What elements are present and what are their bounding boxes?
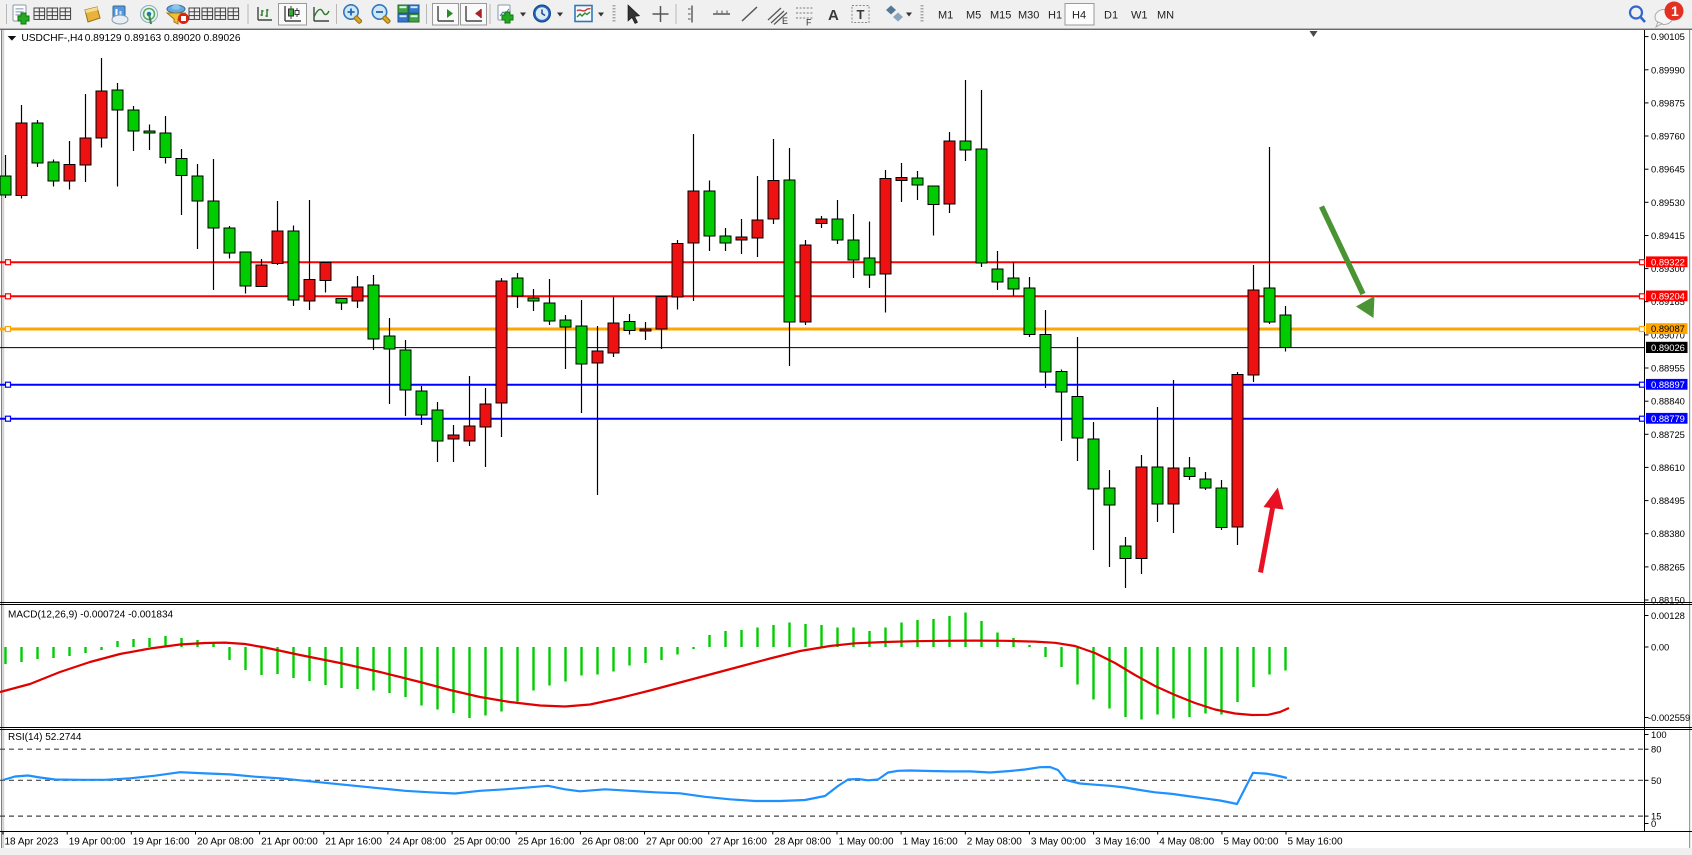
svg-text:27 Apr 16:00: 27 Apr 16:00 — [710, 837, 767, 848]
svg-text:0.90105: 0.90105 — [1651, 31, 1685, 42]
svg-text:21 Apr 16:00: 21 Apr 16:00 — [325, 837, 382, 848]
svg-text:0.00128: 0.00128 — [1651, 610, 1685, 621]
svg-text:0.88265: 0.88265 — [1651, 561, 1685, 572]
svg-text:0.89070: 0.89070 — [1651, 329, 1685, 340]
svg-text:0.88150: 0.88150 — [1651, 595, 1685, 606]
svg-text:USDCHF-,H4: USDCHF-,H4 — [21, 33, 83, 44]
svg-text:4 May 08:00: 4 May 08:00 — [1159, 837, 1214, 848]
svg-text:0.88779: 0.88779 — [1651, 413, 1685, 424]
svg-text:0.88840: 0.88840 — [1651, 396, 1685, 407]
svg-text:M30: M30 — [1018, 10, 1039, 22]
svg-text:0.89185: 0.89185 — [1651, 296, 1685, 307]
svg-text:100: 100 — [1651, 729, 1667, 740]
svg-text:0.89645: 0.89645 — [1651, 164, 1685, 175]
svg-text:0.89760: 0.89760 — [1651, 131, 1685, 142]
svg-text:T: T — [857, 7, 865, 22]
svg-text:0.89087: 0.89087 — [1651, 323, 1685, 334]
svg-text:0.89415: 0.89415 — [1651, 230, 1685, 241]
svg-text:D1: D1 — [1104, 10, 1118, 22]
svg-text:0.89300: 0.89300 — [1651, 263, 1685, 274]
svg-text:1 May 16:00: 1 May 16:00 — [903, 837, 958, 848]
svg-text:5 May 16:00: 5 May 16:00 — [1288, 837, 1343, 848]
svg-text:25 Apr 16:00: 25 Apr 16:00 — [518, 837, 575, 848]
svg-text:0: 0 — [1651, 818, 1656, 829]
svg-text:18 Apr 2023: 18 Apr 2023 — [5, 837, 59, 848]
svg-text:M5: M5 — [966, 10, 981, 22]
svg-text:27 Apr 00:00: 27 Apr 00:00 — [646, 837, 703, 848]
svg-text:W1: W1 — [1131, 10, 1148, 22]
svg-text:0.88610: 0.88610 — [1651, 462, 1685, 473]
svg-text:3 May 16:00: 3 May 16:00 — [1095, 837, 1150, 848]
svg-text:3 May 00:00: 3 May 00:00 — [1031, 837, 1086, 848]
svg-text:24 Apr 08:00: 24 Apr 08:00 — [389, 837, 446, 848]
svg-text:1: 1 — [1671, 3, 1679, 19]
svg-text:MN: MN — [1157, 10, 1174, 22]
svg-text:25 Apr 00:00: 25 Apr 00:00 — [454, 837, 511, 848]
svg-text:2 May 08:00: 2 May 08:00 — [967, 837, 1022, 848]
svg-text:0.89322: 0.89322 — [1651, 256, 1685, 267]
svg-text:0.89530: 0.89530 — [1651, 197, 1685, 208]
svg-text:H4: H4 — [1072, 10, 1086, 22]
svg-text:MACD(12,26,9) -0.000724 -0.001: MACD(12,26,9) -0.000724 -0.001834 — [8, 610, 174, 621]
svg-text:19 Apr 00:00: 19 Apr 00:00 — [69, 837, 126, 848]
svg-text:M1: M1 — [938, 10, 953, 22]
svg-text:0.88955: 0.88955 — [1651, 363, 1685, 374]
svg-text:0.89875: 0.89875 — [1651, 97, 1685, 108]
svg-text:28 Apr 08:00: 28 Apr 08:00 — [774, 837, 831, 848]
svg-text:0.89026: 0.89026 — [1651, 342, 1685, 353]
svg-text:21 Apr 00:00: 21 Apr 00:00 — [261, 837, 318, 848]
svg-text:0.00: 0.00 — [1651, 642, 1669, 653]
svg-text:50: 50 — [1651, 775, 1661, 786]
svg-text:0.88725: 0.88725 — [1651, 429, 1685, 440]
svg-text:0.88897: 0.88897 — [1651, 379, 1685, 390]
svg-text:0.88495: 0.88495 — [1651, 495, 1685, 506]
svg-text:H1: H1 — [1048, 10, 1062, 22]
svg-text:15: 15 — [1651, 811, 1661, 822]
svg-text:E: E — [782, 16, 788, 26]
svg-text:1 May 00:00: 1 May 00:00 — [839, 837, 894, 848]
svg-text:20 Apr 08:00: 20 Apr 08:00 — [197, 837, 254, 848]
svg-text:26 Apr 08:00: 26 Apr 08:00 — [582, 837, 639, 848]
svg-text:0.89129 0.89163 0.89020 0.8902: 0.89129 0.89163 0.89020 0.89026 — [85, 33, 241, 44]
svg-text:19 Apr 16:00: 19 Apr 16:00 — [133, 837, 190, 848]
svg-text:-0.002559: -0.002559 — [1648, 712, 1690, 723]
svg-text:M15: M15 — [990, 10, 1011, 22]
svg-text:A: A — [828, 7, 839, 24]
svg-text:0.89990: 0.89990 — [1651, 64, 1685, 75]
svg-text:F: F — [806, 18, 812, 28]
svg-text:0.88380: 0.88380 — [1651, 528, 1685, 539]
svg-text:RSI(14) 52.2744: RSI(14) 52.2744 — [8, 732, 82, 743]
svg-text:5 May 00:00: 5 May 00:00 — [1223, 837, 1278, 848]
svg-text:0.89204: 0.89204 — [1651, 291, 1685, 302]
svg-text:80: 80 — [1651, 744, 1661, 755]
